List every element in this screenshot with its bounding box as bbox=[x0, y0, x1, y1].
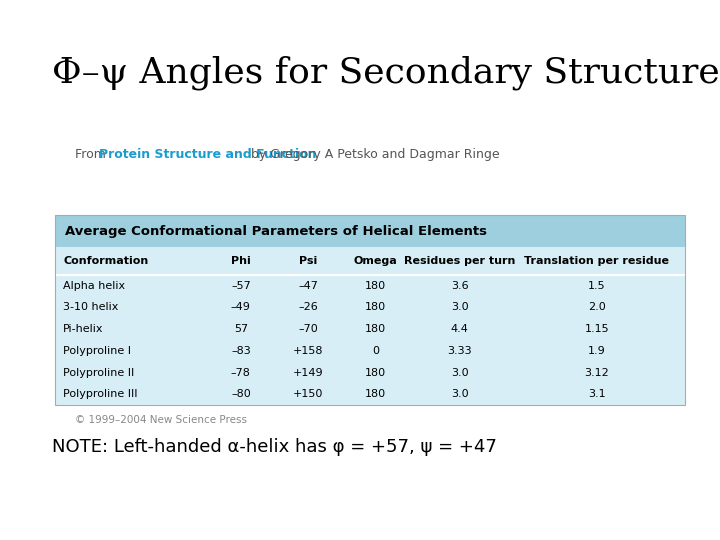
Text: 180: 180 bbox=[365, 302, 386, 313]
Text: Residues per turn: Residues per turn bbox=[404, 256, 516, 266]
Text: Φ–ψ Angles for Secondary Structures: Φ–ψ Angles for Secondary Structures bbox=[52, 55, 720, 90]
Text: 3.0: 3.0 bbox=[451, 368, 469, 377]
Text: –78: –78 bbox=[231, 368, 251, 377]
Bar bbox=[55, 247, 685, 405]
Text: 180: 180 bbox=[365, 389, 386, 399]
Bar bbox=[55, 215, 685, 247]
Text: Polyproline I: Polyproline I bbox=[63, 346, 131, 356]
Text: 2.0: 2.0 bbox=[588, 302, 606, 313]
Text: Pi-helix: Pi-helix bbox=[63, 324, 104, 334]
Text: Phi: Phi bbox=[231, 256, 251, 266]
Text: 3-10 helix: 3-10 helix bbox=[63, 302, 118, 313]
Text: Psi: Psi bbox=[299, 256, 318, 266]
Text: 180: 180 bbox=[365, 281, 386, 291]
Text: Translation per residue: Translation per residue bbox=[524, 256, 670, 266]
Text: 1.15: 1.15 bbox=[585, 324, 609, 334]
Text: 3.1: 3.1 bbox=[588, 389, 606, 399]
Text: –70: –70 bbox=[298, 324, 318, 334]
Text: 3.0: 3.0 bbox=[451, 302, 469, 313]
Text: –26: –26 bbox=[298, 302, 318, 313]
Text: –49: –49 bbox=[231, 302, 251, 313]
Text: 3.12: 3.12 bbox=[585, 368, 609, 377]
Text: © 1999–2004 New Science Press: © 1999–2004 New Science Press bbox=[75, 415, 247, 425]
Text: 3.6: 3.6 bbox=[451, 281, 469, 291]
Text: Polyproline II: Polyproline II bbox=[63, 368, 134, 377]
Text: 3.0: 3.0 bbox=[451, 389, 469, 399]
Text: 180: 180 bbox=[365, 368, 386, 377]
Text: –83: –83 bbox=[231, 346, 251, 356]
Text: –47: –47 bbox=[298, 281, 318, 291]
Text: 1.5: 1.5 bbox=[588, 281, 606, 291]
Text: 1.9: 1.9 bbox=[588, 346, 606, 356]
Text: Alpha helix: Alpha helix bbox=[63, 281, 125, 291]
Text: –57: –57 bbox=[231, 281, 251, 291]
Text: –80: –80 bbox=[231, 389, 251, 399]
Bar bbox=[55, 215, 685, 405]
Text: +149: +149 bbox=[293, 368, 323, 377]
Text: From: From bbox=[75, 148, 110, 161]
Text: +150: +150 bbox=[293, 389, 323, 399]
Text: NOTE: Left-handed α-helix has φ = +57, ψ = +47: NOTE: Left-handed α-helix has φ = +57, ψ… bbox=[52, 438, 497, 456]
Text: Omega: Omega bbox=[354, 256, 397, 266]
Text: by Gregory A Petsko and Dagmar Ringe: by Gregory A Petsko and Dagmar Ringe bbox=[247, 148, 500, 161]
Text: Protein Structure and Function: Protein Structure and Function bbox=[99, 148, 317, 161]
Text: Conformation: Conformation bbox=[63, 256, 148, 266]
Text: 3.33: 3.33 bbox=[447, 346, 472, 356]
Text: 180: 180 bbox=[365, 324, 386, 334]
Text: +158: +158 bbox=[293, 346, 323, 356]
Text: Polyproline III: Polyproline III bbox=[63, 389, 138, 399]
Text: Average Conformational Parameters of Helical Elements: Average Conformational Parameters of Hel… bbox=[65, 225, 487, 238]
Text: 4.4: 4.4 bbox=[451, 324, 469, 334]
Text: 0: 0 bbox=[372, 346, 379, 356]
Text: 57: 57 bbox=[234, 324, 248, 334]
